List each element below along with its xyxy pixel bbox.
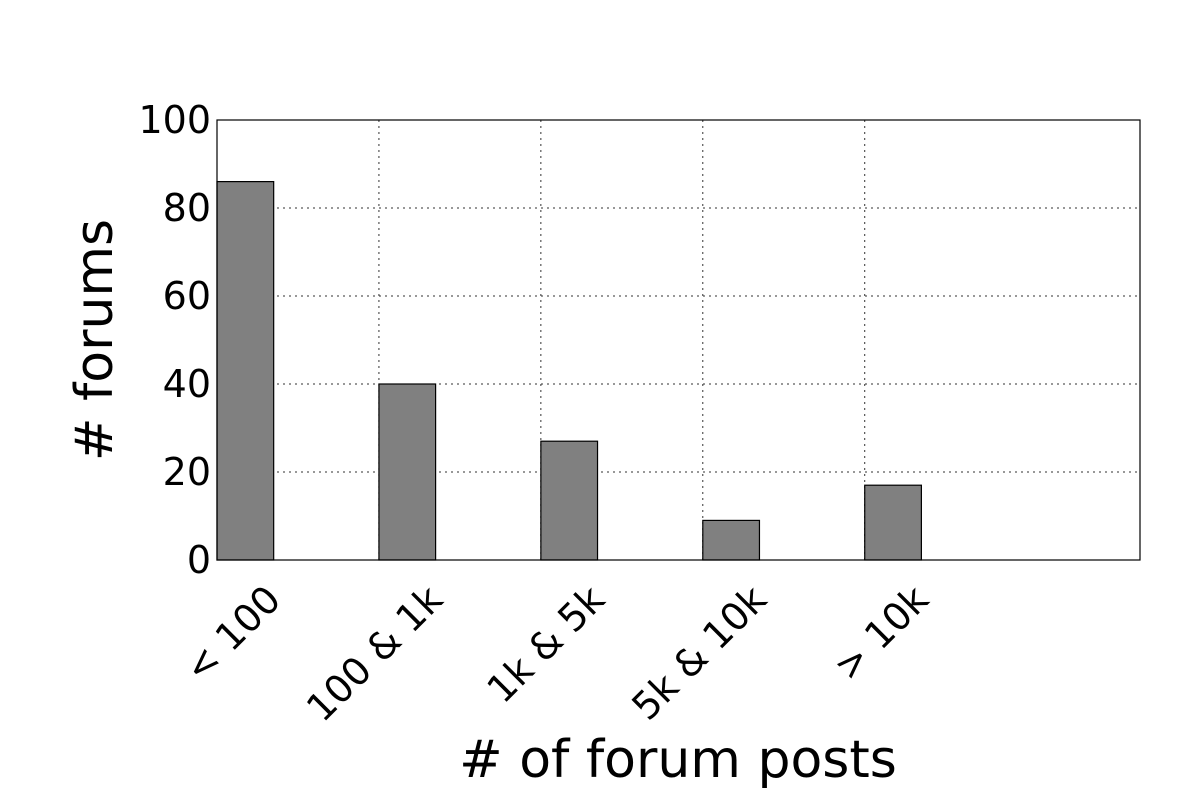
y-tick-label: 100 [138,98,211,142]
y-tick-label: 0 [187,538,211,582]
grid-lines [216,119,1140,561]
y-axis-label: # forums [65,219,125,461]
x-axis-label: # of forum posts [459,730,897,790]
bar-3 [702,519,761,561]
plot-frame [216,119,1141,561]
y-tick-label: 40 [163,362,211,406]
y-tick-label: 20 [163,450,211,494]
bar-4 [864,484,922,561]
x-tick-labels: < 100 100 & 1k 1k & 5k 5k & 10k > 10k [176,577,937,730]
x-tick-label: > 10k [825,577,937,689]
bar-1 [378,383,437,561]
bar-0 [216,181,275,561]
y-tick-label: 80 [163,186,211,230]
x-tick-label: 1k & 5k [479,577,613,711]
bar-2 [540,440,599,561]
x-tick-label: 5k & 10k [623,577,775,729]
x-tick-label: 100 & 1k [298,577,451,730]
bars [216,181,922,561]
y-tick-label: 60 [163,274,211,318]
y-tick-labels: 0 20 40 60 80 100 [138,98,211,582]
x-tick-label: < 100 [176,577,289,690]
